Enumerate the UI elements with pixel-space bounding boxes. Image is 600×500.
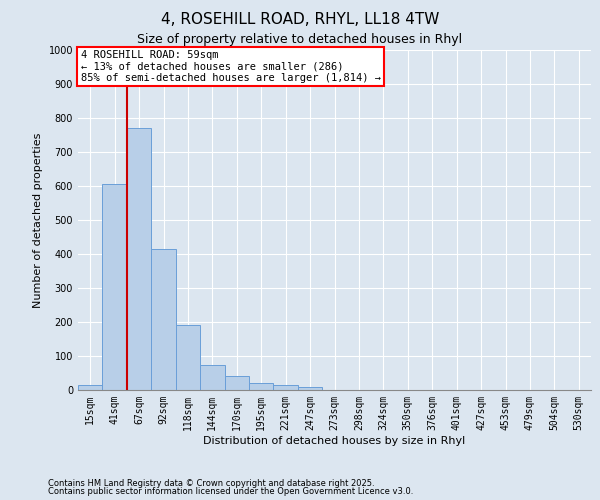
Bar: [103, 184, 127, 390]
Bar: [249, 383, 274, 390]
Text: Contains HM Land Registry data © Crown copyright and database right 2025.: Contains HM Land Registry data © Crown c…: [48, 478, 374, 488]
Bar: [298, 388, 322, 390]
Text: Contains public sector information licensed under the Open Government Licence v3: Contains public sector information licen…: [48, 487, 413, 496]
Text: 4, ROSEHILL ROAD, RHYL, LL18 4TW: 4, ROSEHILL ROAD, RHYL, LL18 4TW: [161, 12, 439, 28]
Bar: [151, 249, 176, 390]
Bar: [200, 364, 224, 390]
Bar: [176, 326, 200, 390]
Y-axis label: Number of detached properties: Number of detached properties: [33, 132, 43, 308]
Bar: [274, 385, 298, 390]
Bar: [224, 376, 249, 390]
Bar: [78, 385, 103, 390]
Text: Size of property relative to detached houses in Rhyl: Size of property relative to detached ho…: [137, 32, 463, 46]
Text: 4 ROSEHILL ROAD: 59sqm
← 13% of detached houses are smaller (286)
85% of semi-de: 4 ROSEHILL ROAD: 59sqm ← 13% of detached…: [80, 50, 380, 83]
Bar: [127, 128, 151, 390]
X-axis label: Distribution of detached houses by size in Rhyl: Distribution of detached houses by size …: [203, 436, 466, 446]
